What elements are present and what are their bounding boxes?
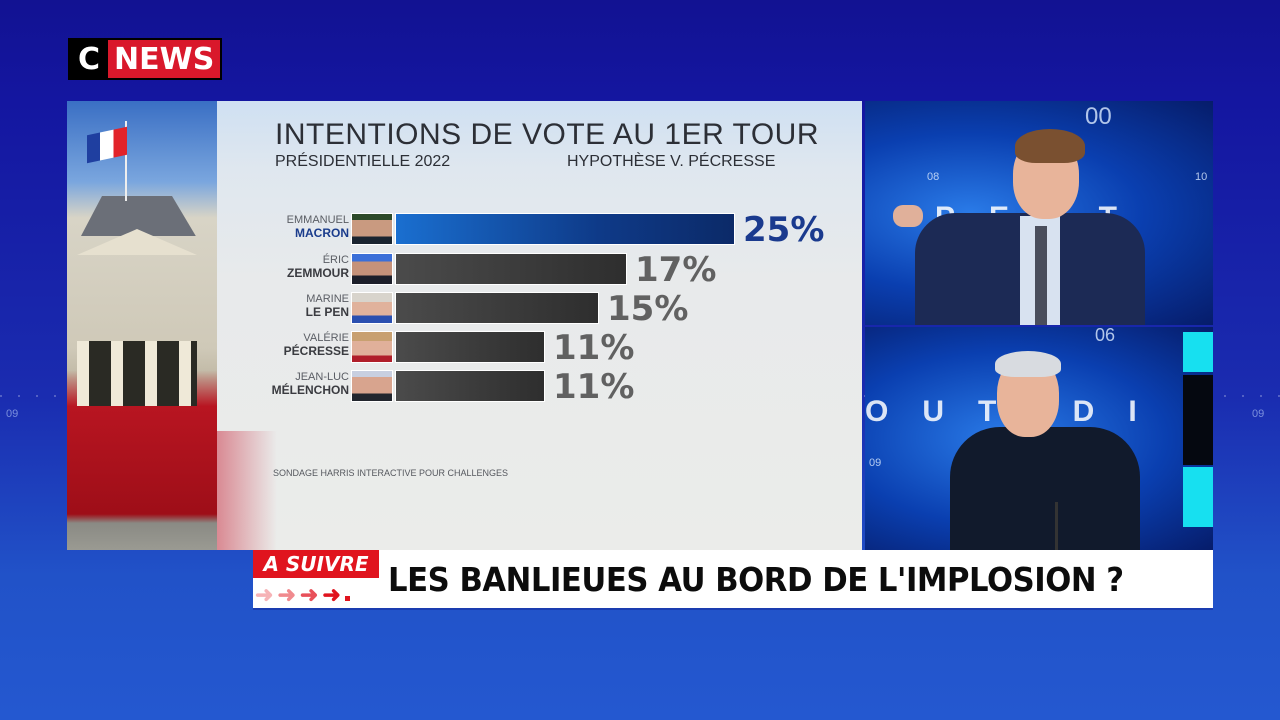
guest-sweater bbox=[950, 427, 1140, 550]
studio-number: 09 bbox=[869, 457, 882, 469]
headline: LES BANLIEUES AU BORD DE L'IMPLOSION ? bbox=[388, 560, 1124, 599]
arrow-right-icon: ➜ bbox=[255, 582, 274, 607]
candidate-portrait bbox=[351, 213, 393, 245]
vote-percentage: 11% bbox=[553, 367, 635, 407]
candidate-first-name: VALÉRIE bbox=[303, 332, 349, 344]
arrow-dot bbox=[344, 595, 350, 601]
blurred-flag-decor bbox=[217, 431, 277, 550]
candidate-portrait bbox=[351, 253, 393, 285]
candidate-first-name: EMMANUEL bbox=[286, 214, 349, 226]
studio-number: 06 bbox=[1095, 327, 1116, 345]
palace-columns bbox=[77, 341, 197, 406]
poll-graphic-panel: INTENTIONS DE VOTE AU 1ER TOUR PRÉSIDENT… bbox=[67, 101, 862, 550]
background-number-left: 09 bbox=[6, 408, 19, 420]
presenter-tie bbox=[1035, 226, 1047, 325]
vote-bar bbox=[395, 292, 599, 324]
poll-source: SONDAGE HARRIS INTERACTIVE POUR CHALLENG… bbox=[273, 468, 509, 478]
candidate-last-name: LE PEN bbox=[305, 305, 349, 319]
background-number-right: 09 bbox=[1252, 408, 1265, 420]
chart-subtitle-right: HYPOTHÈSE V. PÉCRESSE bbox=[567, 153, 776, 170]
candidate-label: VALÉRIE PÉCRESSE bbox=[284, 332, 349, 358]
video-feed-guest: 06 09 OUT DI bbox=[865, 327, 1213, 550]
vote-bar bbox=[395, 253, 627, 285]
candidate-last-name: ZEMMOUR bbox=[287, 266, 349, 280]
logo-c: C bbox=[70, 40, 108, 78]
studio-screen-cyan bbox=[1183, 332, 1213, 372]
candidate-last-name: MACRON bbox=[295, 226, 349, 240]
arrow-right-icon: ➜ bbox=[322, 582, 341, 607]
video-feed-presenter: 00 08 10 PEUT T bbox=[865, 101, 1213, 325]
candidate-last-name: MÉLENCHON bbox=[271, 383, 349, 397]
french-flag-icon bbox=[87, 126, 127, 164]
candidate-label: ÉRIC ZEMMOUR bbox=[287, 254, 349, 280]
candidate-first-name: JEAN-LUC bbox=[295, 371, 349, 383]
candidate-label: JEAN-LUC MÉLENCHON bbox=[272, 371, 349, 397]
guest-hair bbox=[995, 351, 1061, 377]
candidate-label: MARINE LE PEN bbox=[306, 293, 349, 319]
vote-bar bbox=[395, 370, 545, 402]
candidate-label: EMMANUEL MACRON bbox=[287, 214, 349, 240]
candidate-portrait bbox=[351, 370, 393, 402]
chart-area: INTENTIONS DE VOTE AU 1ER TOUR PRÉSIDENT… bbox=[217, 101, 862, 550]
arrow-right-icon: ➜ bbox=[277, 582, 296, 607]
vote-bar bbox=[395, 331, 545, 363]
studio-number: 10 bbox=[1195, 171, 1208, 183]
studio-screen-cyan bbox=[1183, 467, 1213, 527]
presenter-hair bbox=[1015, 129, 1085, 163]
bar-row-macron: EMMANUEL MACRON 25% bbox=[217, 210, 862, 250]
vote-percentage: 25% bbox=[743, 210, 825, 250]
arrow-decoration: ➜ ➜ ➜ ➜ bbox=[255, 582, 379, 608]
candidate-first-name: ÉRIC bbox=[322, 254, 349, 266]
candidate-last-name: PÉCRESSE bbox=[283, 344, 349, 358]
bar-row-pecresse: VALÉRIE PÉCRESSE 11% bbox=[217, 328, 862, 368]
flag-pole bbox=[125, 121, 127, 201]
arrow-right-icon: ➜ bbox=[299, 582, 319, 607]
bar-row-le-pen: MARINE LE PEN 15% bbox=[217, 289, 862, 329]
vote-percentage: 15% bbox=[607, 289, 689, 329]
microphone bbox=[1055, 502, 1058, 550]
candidate-portrait bbox=[351, 331, 393, 363]
candidate-portrait bbox=[351, 292, 393, 324]
studio-number: 00 bbox=[1085, 103, 1112, 130]
lower-third-banner: A SUIVRE ➜ ➜ ➜ ➜ LES BANLIEUES AU BORD D… bbox=[253, 550, 1213, 610]
elysee-palace-photo bbox=[67, 101, 217, 550]
candidate-first-name: MARINE bbox=[306, 293, 349, 305]
vote-percentage: 11% bbox=[553, 328, 635, 368]
studio-screen-dark bbox=[1183, 375, 1213, 465]
coming-up-tag: A SUIVRE bbox=[253, 550, 379, 578]
chart-title: INTENTIONS DE VOTE AU 1ER TOUR bbox=[275, 118, 819, 151]
logo-news: NEWS bbox=[108, 40, 221, 78]
vote-percentage: 17% bbox=[635, 250, 717, 290]
studio-number: 08 bbox=[927, 171, 940, 183]
vote-bar bbox=[395, 213, 735, 245]
bar-row-zemmour: ÉRIC ZEMMOUR 17% bbox=[217, 250, 862, 290]
bar-row-melenchon: JEAN-LUC MÉLENCHON 11% bbox=[217, 367, 862, 407]
chart-subtitle-left: PRÉSIDENTIELLE 2022 bbox=[275, 153, 451, 170]
presenter-hand bbox=[893, 205, 923, 227]
cnews-logo: C NEWS bbox=[68, 38, 223, 80]
